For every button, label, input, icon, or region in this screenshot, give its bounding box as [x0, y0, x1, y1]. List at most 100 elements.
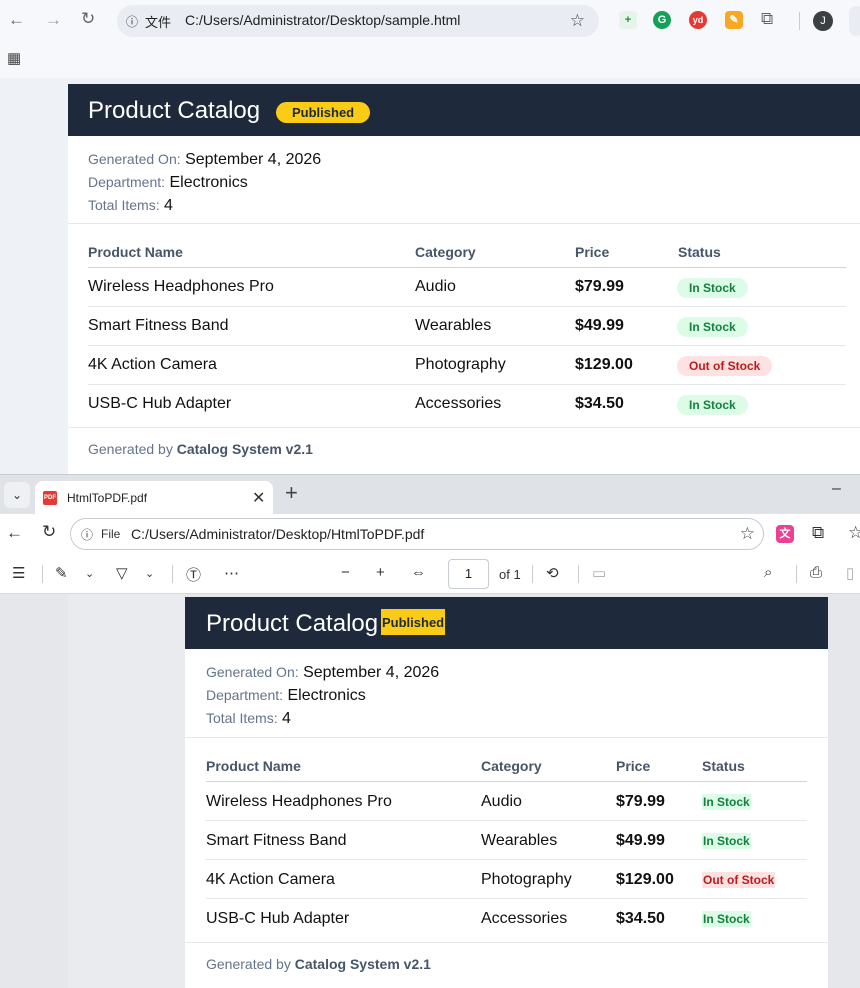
page-title: Product Catalog — [206, 610, 379, 637]
column-header-product-name: Product Name — [88, 244, 183, 260]
bookmark-star-icon[interactable]: ☆ — [569, 11, 585, 30]
search-icon[interactable]: ⌕ — [764, 564, 773, 581]
site-info-icon[interactable]: ⓘ — [126, 15, 139, 29]
status-badge-in-stock: In Stock — [677, 317, 748, 337]
row-divider — [88, 384, 846, 385]
extensions-puzzle-icon[interactable]: ⧉ — [812, 523, 825, 542]
table-header-rule — [88, 267, 846, 268]
cell-product-name: Smart Fitness Band — [206, 832, 347, 849]
tab-search-chevron-icon[interactable]: ⌄ — [4, 482, 30, 508]
html-page-viewport: Product Catalog Published Generated On: … — [0, 78, 860, 474]
reload-icon[interactable]: ↻ — [42, 522, 57, 541]
address-bar[interactable]: ⓘ 文件 C:/Users/Administrator/Desktop/samp… — [117, 5, 599, 37]
meta-department: Department: Electronics — [88, 174, 248, 191]
site-info-icon[interactable]: ⓘ — [81, 528, 94, 542]
cell-category: Accessories — [415, 395, 502, 412]
cell-price: $49.99 — [616, 832, 665, 849]
cell-category: Audio — [481, 793, 522, 810]
more-tools-icon[interactable]: ⋯ — [224, 565, 239, 582]
column-header-status: Status — [678, 244, 721, 260]
page-number-input[interactable]: 1 — [448, 559, 489, 589]
cell-product-name: Smart Fitness Band — [88, 317, 229, 334]
extension-plus-icon[interactable]: + — [619, 11, 637, 29]
cell-price: $34.50 — [616, 910, 665, 927]
cell-category: Photography — [415, 356, 506, 373]
tab-title: HtmlToPDF.pdf — [67, 491, 148, 505]
rotate-icon[interactable]: ⟲ — [546, 565, 559, 582]
column-header-category: Category — [415, 244, 476, 260]
pdf-file-icon: PDF — [43, 491, 57, 505]
cell-category: Accessories — [481, 910, 568, 927]
url-scheme-label: 文件 — [145, 15, 172, 30]
meta-total-items: Total Items: 4 — [88, 197, 173, 214]
cell-category: Audio — [415, 278, 456, 295]
column-header-price: Price — [616, 758, 651, 774]
cell-price: $34.50 — [575, 395, 624, 412]
highlight-options-chevron-icon[interactable]: ⌄ — [145, 568, 155, 580]
pdf-margin — [68, 594, 185, 988]
apps-grid-icon[interactable]: ▦ — [7, 50, 22, 67]
row-divider — [206, 898, 807, 899]
divider — [68, 223, 860, 224]
toolbar-divider — [799, 12, 800, 30]
address-bar[interactable]: ⓘ File C:/Users/Administrator/Desktop/Ht… — [70, 518, 764, 550]
youdao-icon[interactable]: yd — [689, 11, 707, 29]
status-badge-in-stock: In Stock — [702, 794, 751, 810]
fit-to-width-icon[interactable]: ⇔ — [411, 564, 426, 581]
footer-divider — [185, 942, 828, 943]
tab-pdf[interactable]: PDF HtmlToPDF.pdf ✕ — [35, 481, 273, 515]
toolbar-divider — [172, 565, 173, 583]
draw-options-chevron-icon[interactable]: ⌄ — [85, 568, 95, 580]
zoom-out-icon[interactable]: − — [341, 564, 350, 581]
cell-price: $79.99 — [575, 278, 624, 295]
status-badge-in-stock: In Stock — [702, 911, 751, 927]
profile-avatar[interactable]: J — [813, 11, 833, 31]
close-tab-icon[interactable]: ✕ — [252, 490, 266, 507]
forward-arrow-icon[interactable]: → — [45, 10, 62, 29]
footer-text: Generated by Catalog System v2.1 — [88, 441, 313, 457]
side-panel-edge — [849, 6, 860, 36]
contents-list-icon[interactable]: ☰ — [12, 565, 26, 582]
cell-category: Wearables — [415, 317, 492, 334]
print-icon[interactable]: ⎙ — [810, 564, 823, 581]
translate-extension-icon[interactable]: 文 — [776, 525, 794, 543]
url-scheme-label: File — [101, 527, 121, 541]
highlight-icon[interactable]: ▽ — [116, 565, 128, 582]
pdf-page: Product Catalog Published Generated On: … — [185, 597, 828, 988]
meta-total-items: Total Items: 4 — [206, 710, 291, 727]
cell-price: $79.99 — [616, 793, 665, 810]
cell-product-name: Wireless Headphones Pro — [206, 793, 392, 810]
page-total-label: of 1 — [499, 567, 521, 582]
status-badge-in-stock: In Stock — [702, 833, 751, 849]
minimize-icon[interactable]: – — [832, 480, 841, 497]
tab-strip: ⌄ PDF HtmlToPDF.pdf ✕ + – — [0, 474, 860, 515]
favorites-star-icon[interactable]: ☆ — [848, 523, 860, 542]
extensions-puzzle-icon[interactable]: ⧉ — [761, 9, 774, 28]
page-title: Product Catalog — [88, 97, 261, 124]
back-arrow-icon[interactable]: ← — [6, 523, 23, 542]
column-header-category: Category — [481, 758, 542, 774]
footer-system-name: Catalog System v2.1 — [176, 441, 313, 457]
cell-category: Photography — [481, 871, 572, 888]
cell-product-name: USB-C Hub Adapter — [88, 395, 232, 412]
bookmark-star-icon[interactable]: ☆ — [739, 524, 755, 543]
cell-product-name: Wireless Headphones Pro — [88, 278, 274, 295]
toolbar-divider — [532, 565, 533, 583]
text-tool-icon[interactable]: Ⓣ — [186, 567, 202, 584]
back-arrow-icon[interactable]: ← — [8, 10, 25, 29]
grammarly-icon[interactable]: G — [653, 11, 671, 29]
notes-extension-icon[interactable]: ✎ — [725, 11, 743, 29]
catalog-card: Product Catalog Published Generated On: … — [68, 84, 860, 474]
new-tab-plus-icon[interactable]: + — [285, 480, 298, 505]
url-text[interactable]: C:/Users/Administrator/Desktop/sample.ht… — [185, 12, 461, 28]
page-view-icon[interactable]: ▭ — [592, 565, 607, 582]
url-text[interactable]: C:/Users/Administrator/Desktop/HtmlToPDF… — [131, 526, 425, 542]
status-badge: Published — [276, 102, 371, 123]
row-divider — [206, 859, 807, 860]
zoom-in-icon[interactable]: + — [376, 564, 385, 581]
row-divider — [206, 820, 807, 821]
column-header-price: Price — [575, 244, 610, 260]
reload-icon[interactable]: ↻ — [81, 9, 96, 28]
draw-pen-icon[interactable]: ✎ — [55, 565, 68, 582]
save-icon[interactable]: ▯ — [846, 565, 855, 582]
